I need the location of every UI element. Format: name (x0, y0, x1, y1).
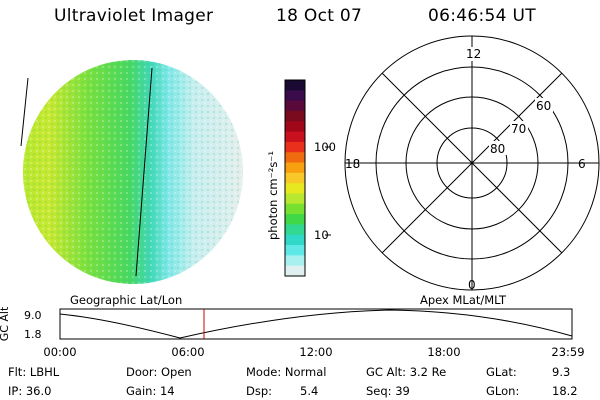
colorbar-swatch (285, 214, 305, 226)
colorbar-swatch (285, 162, 305, 174)
colorbar-tick-10: 10 (314, 228, 329, 242)
altitude-curve (59, 309, 573, 339)
colorbar-swatch (285, 183, 305, 195)
mlt-label-12: 12 (466, 47, 481, 61)
colorbar-swatch (285, 131, 305, 143)
status-mode: Mode: Normal (246, 365, 327, 379)
status-ip: IP: 36.0 (8, 384, 52, 398)
altitude-plot: 9.0 1.8 GC Alt 00:00 06:00 12:00 18:00 2… (0, 306, 585, 359)
colorbar-swatch (285, 265, 305, 277)
colorbar (284, 79, 306, 277)
projection-label-geo: Geographic Lat/Lon (70, 293, 183, 307)
uv-earth-image (20, 60, 243, 284)
colorbar-swatch (285, 90, 305, 102)
status-dsp-value: 5.4 (300, 384, 319, 398)
colorbar-swatch (285, 255, 305, 267)
status-gain: Gain: 14 (126, 384, 175, 398)
status-door: Door: Open (126, 365, 192, 379)
instrument-title: Ultraviolet Imager (54, 6, 214, 26)
colorbar-swatch (285, 110, 305, 122)
alt-xtick-0600: 06:00 (171, 345, 204, 359)
colorbar-swatch (285, 172, 305, 184)
status-seq: Seq: 39 (366, 384, 410, 398)
lat-label-60: 60 (536, 99, 551, 113)
colorbar-swatch (285, 80, 305, 91)
mlt-label-18: 18 (345, 157, 360, 171)
colorbar-swatch (285, 245, 305, 256)
status-glat: GLat: (486, 365, 517, 379)
alt-ylabel: GC Alt (0, 306, 11, 341)
status-glon-value: 18.2 (552, 384, 578, 398)
date-label: 18 Oct 07 (276, 6, 363, 26)
status-glon: GLon: (486, 384, 520, 398)
polar-grid: 12 18 6 0 60 70 80 (344, 35, 600, 292)
limb-line (20, 77, 29, 147)
status-flt: Flt: LBHL (8, 365, 60, 379)
terminator-line (135, 67, 153, 277)
lat-label-70: 70 (511, 122, 526, 136)
status-gc-alt: GC Alt: 3.2 Re (366, 365, 447, 379)
colorbar-tick-100: 100 (314, 140, 336, 154)
colorbar-swatch (285, 100, 305, 112)
colorbar-swatch (285, 121, 305, 133)
lat-label-80: 80 (490, 142, 505, 156)
mlt-label-6: 6 (578, 157, 586, 171)
alt-xtick-0000: 00:00 (43, 345, 76, 359)
colorbar-frame (284, 79, 306, 277)
colorbar-swatch (285, 193, 305, 205)
colorbar-swatch (285, 203, 305, 215)
status-glat-value: 9.3 (552, 365, 571, 379)
altitude-plot-frame (59, 308, 573, 340)
projection-label-apex: Apex MLat/MLT (420, 293, 507, 307)
alt-tick-1-8: 1.8 (24, 328, 42, 341)
colorbar-ticks: 100 10 (314, 140, 336, 242)
colorbar-swatch (285, 141, 305, 153)
colorbar-swatch (285, 152, 305, 164)
alt-tick-9: 9.0 (24, 309, 42, 322)
colorbar-swatch (285, 224, 305, 236)
colorbar-swatch (285, 234, 305, 246)
status-dsp: Dsp: (246, 384, 273, 398)
alt-xtick-2359: 23:59 (551, 345, 584, 359)
mlt-label-0: 0 (468, 278, 476, 292)
alt-xtick-1800: 18:00 (427, 345, 460, 359)
time-label: 06:46:54 UT (428, 6, 536, 26)
alt-xtick-1200: 12:00 (299, 345, 332, 359)
